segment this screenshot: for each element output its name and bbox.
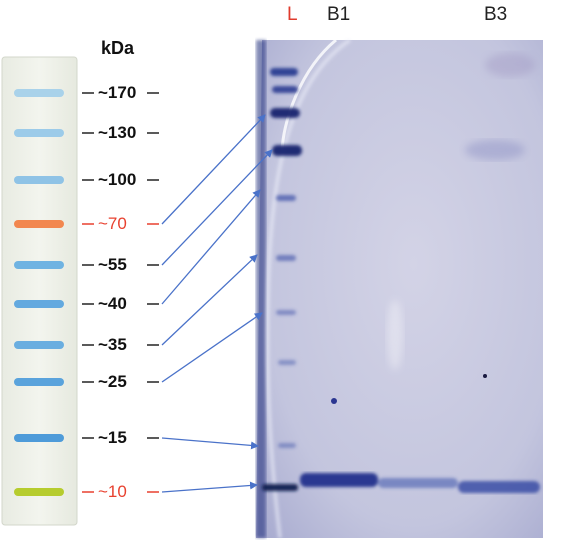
ladder-strip	[2, 57, 77, 525]
ladder-band	[14, 341, 64, 349]
marker-label: ~170	[98, 83, 136, 103]
marker-arrow	[162, 438, 258, 446]
lane-label-b3: B3	[484, 4, 507, 26]
marker-label: ~100	[98, 170, 136, 190]
marker-label: ~10	[98, 482, 127, 502]
marker-arrow	[162, 255, 257, 345]
marker-label: ~55	[98, 255, 127, 275]
ladder-band	[14, 129, 64, 137]
ladder-band	[14, 89, 64, 97]
lane-label-b1: B1	[327, 4, 350, 26]
marker-label: ~40	[98, 294, 127, 314]
lane-label-ladder: L	[287, 4, 298, 26]
ladder-band	[14, 220, 64, 228]
marker-arrow	[162, 150, 272, 265]
marker-label: ~25	[98, 372, 127, 392]
ladder-band	[14, 488, 64, 496]
marker-arrow	[162, 190, 260, 304]
marker-arrow	[162, 313, 262, 382]
ladder-band	[14, 434, 64, 442]
ladder-band	[14, 378, 64, 386]
marker-label: ~35	[98, 335, 127, 355]
ladder-band	[14, 176, 64, 184]
ladder-unit-label: kDa	[101, 38, 134, 59]
marker-arrows	[162, 115, 272, 492]
marker-label: ~70	[98, 214, 127, 234]
marker-label: ~130	[98, 123, 136, 143]
marker-arrow	[162, 485, 257, 492]
gel-image	[256, 40, 543, 538]
marker-arrow	[162, 115, 265, 224]
ladder-band	[14, 300, 64, 308]
marker-label: ~15	[98, 428, 127, 448]
ladder-band	[14, 261, 64, 269]
